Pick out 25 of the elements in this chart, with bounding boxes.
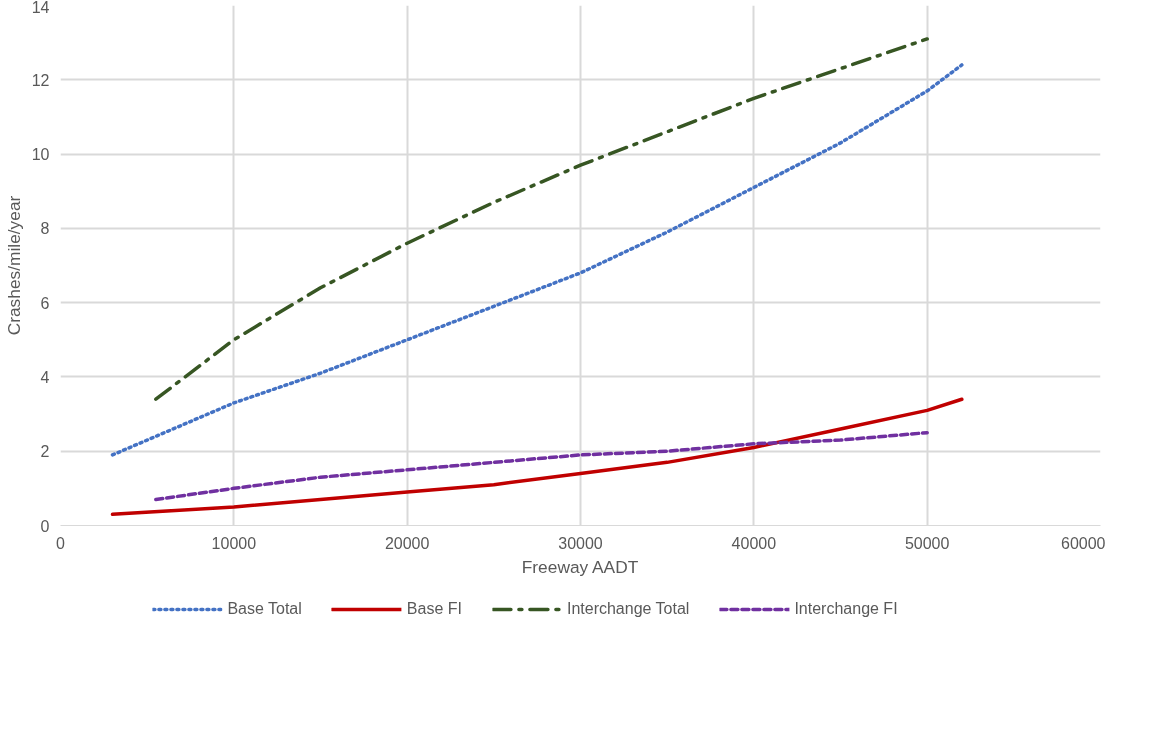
legend-label: Interchange Total (566, 600, 690, 618)
x-tick-label: 40000 (731, 534, 777, 552)
x-tick-label: 10000 (211, 534, 257, 552)
y-tick-label: 4 (40, 368, 50, 386)
line-series (154, 37, 929, 401)
y-tick-label: 2 (40, 443, 50, 461)
y-tick-label: 14 (31, 0, 50, 16)
y-tick-label: 6 (40, 294, 50, 312)
legend-label: Base FI (406, 600, 462, 618)
legend-label: Base Total (227, 600, 302, 618)
y-tick-label: 8 (40, 220, 50, 238)
x-tick-label: 60000 (1061, 534, 1106, 552)
y-tick-label: 0 (40, 517, 50, 535)
x-tick-label: 30000 (558, 534, 603, 552)
y-tick-label: 12 (31, 71, 50, 89)
x-tick-label: 50000 (904, 534, 950, 552)
line-series (154, 430, 929, 502)
y-axis-title: Crashes/mile/year (3, 195, 24, 336)
x-axis-title: Freeway AADT (521, 556, 639, 577)
x-tick-label: 0 (56, 534, 66, 552)
y-tick-label: 10 (31, 146, 50, 164)
legend-label: Interchange FI (794, 600, 898, 618)
line-series (110, 63, 964, 457)
line-series (110, 397, 964, 517)
x-tick-label: 20000 (384, 534, 430, 552)
